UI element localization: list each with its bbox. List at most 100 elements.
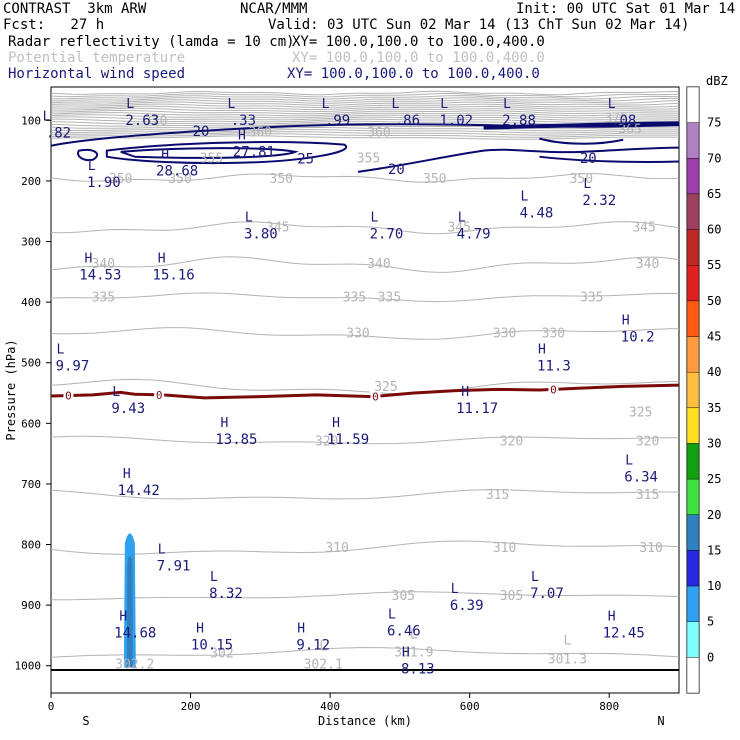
wind-extremum-mark: L (227, 97, 235, 112)
theta-contour (50, 256, 680, 273)
theta-contour-upper (50, 97, 679, 102)
wind-extremum-value: .82 (46, 125, 71, 141)
wind-contour (357, 146, 680, 173)
valid-time: Valid: 03 UTC Sun 02 Mar 14 (13 ChT Sun … (268, 17, 690, 33)
x-tick-label: 0 (48, 700, 55, 713)
wind-contour (77, 148, 99, 162)
theta-label: 355 (357, 152, 380, 167)
y-tick-label: 900 (21, 599, 41, 612)
wind-extremum-value: 6.39 (450, 598, 484, 614)
theta-label: 310 (325, 541, 348, 556)
field-wind: Horizontal wind speed (8, 66, 186, 82)
freezing-level: 0 0 0 0 (50, 383, 680, 671)
colorbar-swatch (686, 514, 700, 551)
theta-label: 320 (315, 435, 338, 450)
wind-contour (539, 155, 680, 163)
theta-label: 340 (367, 257, 390, 272)
wind-extremum-value: 7.07 (530, 586, 564, 602)
theta-contour (50, 173, 680, 183)
wind-extremum-mark: H (158, 252, 166, 267)
theta-label: 360 (367, 125, 390, 140)
wind-extremum-mark: L (43, 109, 51, 124)
theta-contour (51, 591, 680, 601)
y-tick-label: 500 (21, 357, 41, 370)
theta-label: 330 (542, 327, 565, 342)
colorbar-swatch (686, 336, 700, 373)
wind-extremum-value: 13.85 (215, 432, 257, 448)
theta-contour-upper (50, 103, 680, 109)
y-tick-label: 800 (21, 539, 41, 552)
theta-label: 310 (493, 541, 516, 556)
colorbar-label: 15 (707, 543, 721, 557)
theta-contour (50, 489, 680, 500)
theta-label: 350 (423, 172, 446, 187)
wind-extremum-value: 11.59 (327, 432, 369, 448)
colorbar-title: dBZ (706, 74, 728, 88)
center-name: NCAR/MMM (240, 1, 308, 17)
wind-extremum-mark: L (245, 211, 253, 226)
theta-label: 340 (636, 257, 659, 272)
theta-label: 325 (374, 380, 397, 395)
wind-contour (483, 121, 680, 130)
wind-contour-label: 20 (388, 162, 405, 178)
wind-extremum-value: 9.12 (296, 637, 330, 653)
colorbar-swatch (686, 443, 700, 480)
wind-extremum-mark: H (84, 252, 92, 267)
colorbar-swatch (686, 300, 700, 337)
colorbar-swatch (686, 122, 700, 159)
reflectivity-column (123, 533, 136, 668)
wind-extremum-mark: L (112, 385, 120, 400)
theta-label: 365 (618, 122, 641, 137)
wind-contour-label: 20 (580, 151, 597, 167)
wind-extremum-mark: L (126, 97, 134, 112)
theta-label: 360 (249, 125, 272, 140)
theta-contour-upper (51, 129, 679, 134)
y-tick-label: 200 (21, 175, 41, 188)
wind-extremum-value: .86 (395, 113, 420, 129)
wind-extremum-value: 11.17 (456, 401, 498, 417)
wind-extremum-mark: L (388, 607, 396, 622)
colorbar-label: 60 (707, 223, 721, 237)
wind-extremum-mark: H (123, 467, 131, 482)
colorbar-swatch (686, 371, 700, 409)
theta-contour-upper (50, 107, 680, 113)
wind-extremum-mark: L (391, 97, 399, 112)
wind-extremum-value: 7.91 (157, 559, 191, 575)
colorbar-label: 25 (707, 472, 721, 486)
colorbar-swatch (686, 585, 700, 622)
colorbar-label: 65 (707, 187, 721, 201)
wind-extremum-value: 14.53 (79, 268, 121, 284)
theta-label: 370 (144, 114, 167, 129)
wind-extremum-mark: H (608, 609, 616, 624)
theta-contour (50, 646, 680, 658)
field-theta: Potential temperature (8, 50, 186, 66)
colorbar-swatch (686, 657, 700, 694)
colorbar-label: 50 (707, 294, 721, 308)
colorbar-label: 5 (707, 615, 714, 629)
theta-label: 325 (629, 405, 652, 420)
theta-contour-upper (51, 109, 679, 115)
wind-extremum-mark: L (521, 189, 529, 204)
y-axis-label: Pressure (hPa) (4, 339, 18, 440)
y-tick-label: 600 (21, 417, 41, 430)
theta-contour-upper (50, 114, 680, 119)
wind-extremum-value: 11.3 (537, 359, 571, 375)
wind-extremum-value: 2.88 (502, 113, 536, 129)
wind-contour (539, 137, 624, 145)
theta-contour (50, 435, 679, 445)
reflectivity-core (126, 555, 133, 668)
plot-title: CONTRAST 3km ARW (3, 1, 147, 17)
x-tick-label: 400 (320, 700, 340, 713)
theta-label: 350 (109, 172, 132, 187)
x-tick-label: 200 (181, 700, 201, 713)
theta-contour (50, 378, 680, 395)
freezing-label-bg (63, 389, 74, 402)
wind-extremum-value: 9.97 (56, 359, 90, 375)
theta-contour-upper (50, 133, 679, 138)
colorbar-swatch (686, 550, 700, 587)
theta-contour (50, 221, 680, 235)
x-end-label-south: S (82, 714, 89, 728)
wind-extremum-value: 1.02 (439, 113, 473, 129)
